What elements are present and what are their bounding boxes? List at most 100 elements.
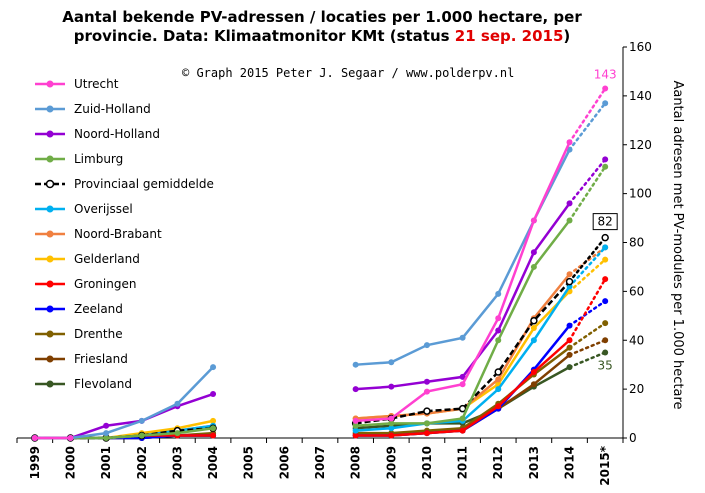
data-point xyxy=(210,417,217,424)
x-tick-label: 2014 xyxy=(563,446,577,479)
data-point xyxy=(138,417,145,424)
series-projection-line xyxy=(568,321,607,349)
data-point xyxy=(423,430,430,437)
chart-title-line2-prefix: provincie. Data: Klimaatmonitor KMt (sta… xyxy=(74,27,455,45)
data-point xyxy=(566,217,573,224)
data-point xyxy=(423,342,430,349)
data-point xyxy=(495,403,502,410)
series-utrecht xyxy=(31,85,609,441)
legend-swatch-marker xyxy=(45,179,55,189)
data-point xyxy=(423,378,430,385)
data-point xyxy=(495,376,502,383)
data-point xyxy=(530,369,537,376)
data-point xyxy=(495,337,502,344)
chart-title-line1: Aantal bekende PV-adressen / locaties pe… xyxy=(62,8,582,26)
data-point xyxy=(423,388,430,395)
data-point xyxy=(602,276,609,283)
data-point xyxy=(103,435,110,441)
y-tick-label: 140 xyxy=(629,89,652,103)
x-tick-label: 2002 xyxy=(135,446,149,479)
data-point xyxy=(388,415,395,422)
y-tick-label: 60 xyxy=(629,284,644,298)
data-point xyxy=(602,256,609,263)
legend-item: Provinciaal gemiddelde xyxy=(35,177,214,191)
legend-item: Limburg xyxy=(35,152,123,166)
legend-label: Drenthe xyxy=(74,327,123,341)
legend-label: Noord-Brabant xyxy=(74,227,162,241)
series-projection-line xyxy=(568,351,607,369)
y-tick-label: 20 xyxy=(629,382,644,396)
legend-item: Gelderland xyxy=(35,252,140,266)
legend-item: Groningen xyxy=(35,277,136,291)
legend-item: Noord-Brabant xyxy=(35,227,162,241)
series-projection-line xyxy=(568,339,607,357)
data-point xyxy=(423,407,431,415)
x-tick-label: 2007 xyxy=(313,446,327,479)
data-point xyxy=(210,425,217,432)
series-projection-line xyxy=(568,87,607,144)
legend-swatch-marker xyxy=(46,80,54,88)
data-point xyxy=(566,200,573,207)
legend-item: Flevoland xyxy=(35,377,132,391)
legend-swatch-marker xyxy=(46,305,54,313)
legend-label: Groningen xyxy=(74,277,136,291)
data-point xyxy=(459,373,466,380)
data-point xyxy=(566,322,573,329)
series-layer xyxy=(31,85,609,442)
data-point xyxy=(495,386,502,393)
legend-label: Zuid-Holland xyxy=(74,102,151,116)
data-point xyxy=(602,337,609,344)
data-point xyxy=(495,290,502,297)
copyright-text: © Graph 2015 Peter J. Segaar / www.polde… xyxy=(182,66,514,80)
data-point xyxy=(530,217,537,224)
legend-swatch-marker xyxy=(46,230,54,238)
data-point xyxy=(174,400,181,407)
data-point xyxy=(566,344,573,351)
chart-title-date: 21 sep. 2015 xyxy=(455,27,564,45)
data-point xyxy=(566,271,573,278)
data-point xyxy=(602,156,609,163)
legend-label: Noord-Holland xyxy=(74,127,160,141)
chart-title-line2-suffix: ) xyxy=(563,27,570,45)
legend-swatch-marker xyxy=(46,105,54,113)
data-point xyxy=(530,316,538,325)
series-projection-line xyxy=(568,246,607,288)
y-tick-label: 40 xyxy=(629,333,644,347)
annotation-box xyxy=(592,213,618,231)
legend-label: Overijssel xyxy=(74,202,133,216)
data-point xyxy=(530,263,537,270)
x-tick-label: 2009 xyxy=(384,446,398,479)
data-point xyxy=(602,349,609,356)
data-point xyxy=(602,298,609,305)
data-point xyxy=(352,422,359,429)
chart-title-line2: provincie. Data: Klimaatmonitor KMt (sta… xyxy=(74,27,571,45)
legend-item: Utrecht xyxy=(35,77,119,91)
data-point xyxy=(210,391,217,398)
data-point xyxy=(601,233,609,242)
data-point xyxy=(352,361,359,368)
annotation-label: 143 xyxy=(594,68,617,82)
data-point xyxy=(565,277,574,286)
y-tick-label: 100 xyxy=(629,187,652,201)
y-tick-label: 0 xyxy=(629,431,637,445)
data-point xyxy=(459,381,466,388)
data-point xyxy=(352,432,359,439)
legend-item: Zuid-Holland xyxy=(35,102,151,116)
data-point xyxy=(602,244,609,251)
data-point xyxy=(602,85,609,92)
data-point xyxy=(495,327,502,334)
legend-swatch-marker xyxy=(46,380,54,388)
legend-swatch-marker xyxy=(46,330,54,338)
y-tick-label: 80 xyxy=(629,236,644,250)
data-point xyxy=(566,364,573,371)
data-point xyxy=(352,427,359,434)
x-tick-label: 2013 xyxy=(527,446,541,479)
legend-label: Gelderland xyxy=(74,252,140,266)
axes: 0 20 40 60 80 100 120 140 160 1999 2000 2001 2002 200… xyxy=(16,40,652,486)
annotation-label: 82 xyxy=(598,215,613,229)
legend-label: Zeeland xyxy=(74,302,123,316)
data-point xyxy=(31,435,38,441)
x-tick-label: 2015* xyxy=(598,445,612,485)
data-point xyxy=(530,381,537,388)
data-point xyxy=(494,368,502,376)
